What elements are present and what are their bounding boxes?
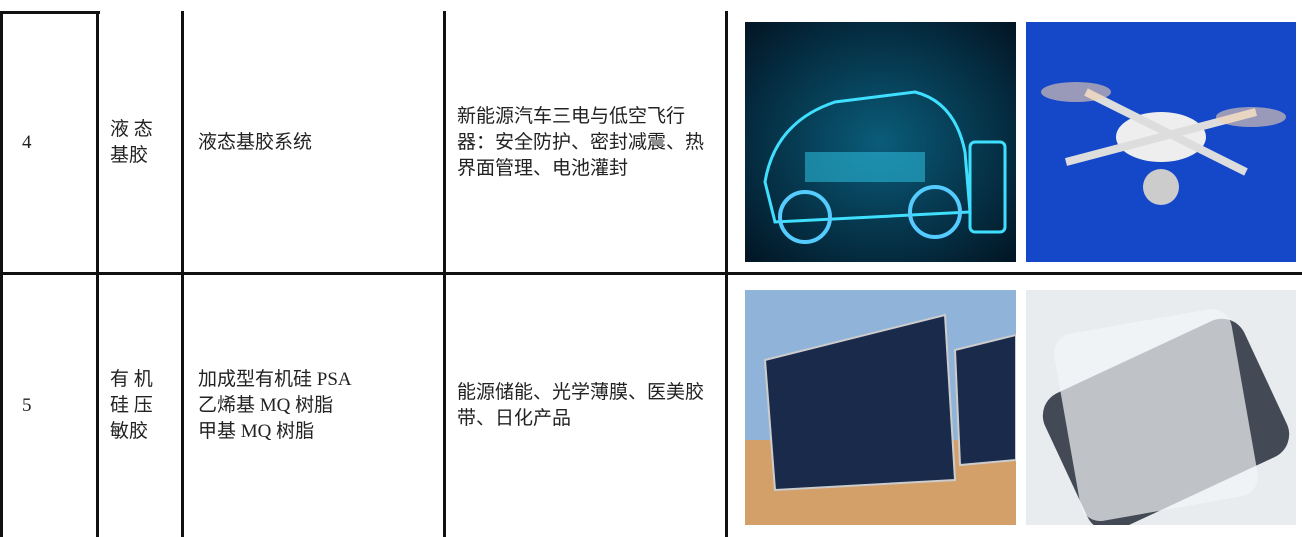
solar-image <box>745 290 1016 525</box>
border <box>0 11 100 14</box>
text: 有 机 <box>110 369 153 390</box>
text: 新能源汽车三电与低空飞行器：安全防护、密封减震、热界面管理、电池灌封 <box>457 106 705 179</box>
text: 硅 压 <box>110 395 153 416</box>
text: 敏胶 <box>110 421 149 442</box>
row-no: 4 <box>22 14 92 272</box>
text: 5 <box>22 395 32 416</box>
border <box>0 272 1302 275</box>
text: 液 态 <box>110 119 153 140</box>
text: 加成型有机硅 PSA <box>198 369 352 390</box>
drone-image <box>1026 22 1296 262</box>
products: 加成型有机硅 PSA 乙烯基 MQ 树脂 甲基 MQ 树脂 <box>198 275 438 537</box>
text: 4 <box>22 132 32 153</box>
text: 基胶 <box>110 145 149 166</box>
phone-image <box>1026 290 1296 525</box>
category: 有 机硅 压敏胶 <box>110 275 180 537</box>
applications: 新能源汽车三电与低空飞行器：安全防护、密封减震、热界面管理、电池灌封 <box>457 14 721 272</box>
text: 甲基 MQ 树脂 <box>198 421 315 442</box>
text: 乙烯基 MQ 树脂 <box>198 395 334 416</box>
row-no: 5 <box>22 275 92 537</box>
applications: 能源储能、光学薄膜、医美胶带、日化产品 <box>457 275 721 537</box>
text: 能源储能、光学薄膜、医美胶带、日化产品 <box>457 382 705 429</box>
category: 液 态基胶 <box>110 14 180 272</box>
text: 液态基胶系统 <box>198 132 313 153</box>
ev-image <box>745 22 1016 262</box>
products: 液态基胶系统 <box>198 14 438 272</box>
